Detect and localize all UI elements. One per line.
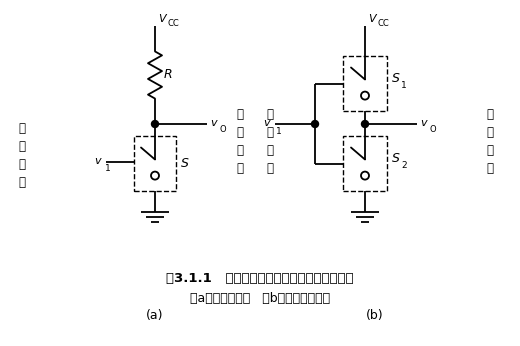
Text: 1: 1 [276, 127, 282, 136]
Text: $v$: $v$ [210, 118, 219, 128]
Text: 1: 1 [105, 164, 111, 173]
Text: 号: 号 [19, 176, 25, 190]
Text: CC: CC [377, 19, 389, 28]
Text: $S$: $S$ [391, 152, 400, 165]
Text: $V$: $V$ [158, 12, 168, 24]
Text: (b): (b) [366, 310, 384, 322]
Text: 入: 入 [267, 126, 274, 138]
Text: 号: 号 [487, 162, 493, 174]
Text: $S$: $S$ [180, 157, 189, 170]
Text: CC: CC [167, 19, 179, 28]
Text: O: O [429, 125, 436, 134]
Bar [343, 136, 387, 191]
Text: 输: 输 [267, 108, 274, 120]
Text: 1: 1 [401, 81, 407, 90]
Circle shape [311, 120, 318, 127]
Text: 输: 输 [487, 108, 493, 120]
Text: 出: 出 [237, 126, 243, 138]
Circle shape [361, 120, 369, 127]
Text: $S$: $S$ [391, 72, 400, 85]
Bar [343, 56, 387, 111]
Text: $v$: $v$ [420, 118, 428, 128]
Text: $v$: $v$ [263, 118, 272, 128]
Text: 出: 出 [487, 126, 493, 138]
Circle shape [151, 120, 159, 127]
Text: $v$: $v$ [94, 155, 103, 165]
Text: $R$: $R$ [163, 69, 173, 82]
Text: 信: 信 [19, 158, 25, 172]
Text: 号: 号 [237, 162, 243, 174]
Text: 图3.1.1   用来获得高、低电平的基本开关电路: 图3.1.1 用来获得高、低电平的基本开关电路 [166, 272, 354, 284]
Text: (a): (a) [146, 310, 164, 322]
Text: 信: 信 [487, 144, 493, 156]
Text: 输: 输 [237, 108, 243, 120]
Text: 信: 信 [267, 144, 274, 156]
Text: 信: 信 [237, 144, 243, 156]
Text: $V$: $V$ [368, 12, 378, 24]
Bar [134, 136, 176, 191]
Text: 2: 2 [401, 161, 407, 170]
Text: 入: 入 [19, 140, 25, 154]
Text: 号: 号 [267, 162, 274, 174]
Text: （a）单开关电路   （b）互补开关电路: （a）单开关电路 （b）互补开关电路 [190, 291, 330, 304]
Text: O: O [219, 125, 226, 134]
Text: 输: 输 [19, 122, 25, 136]
